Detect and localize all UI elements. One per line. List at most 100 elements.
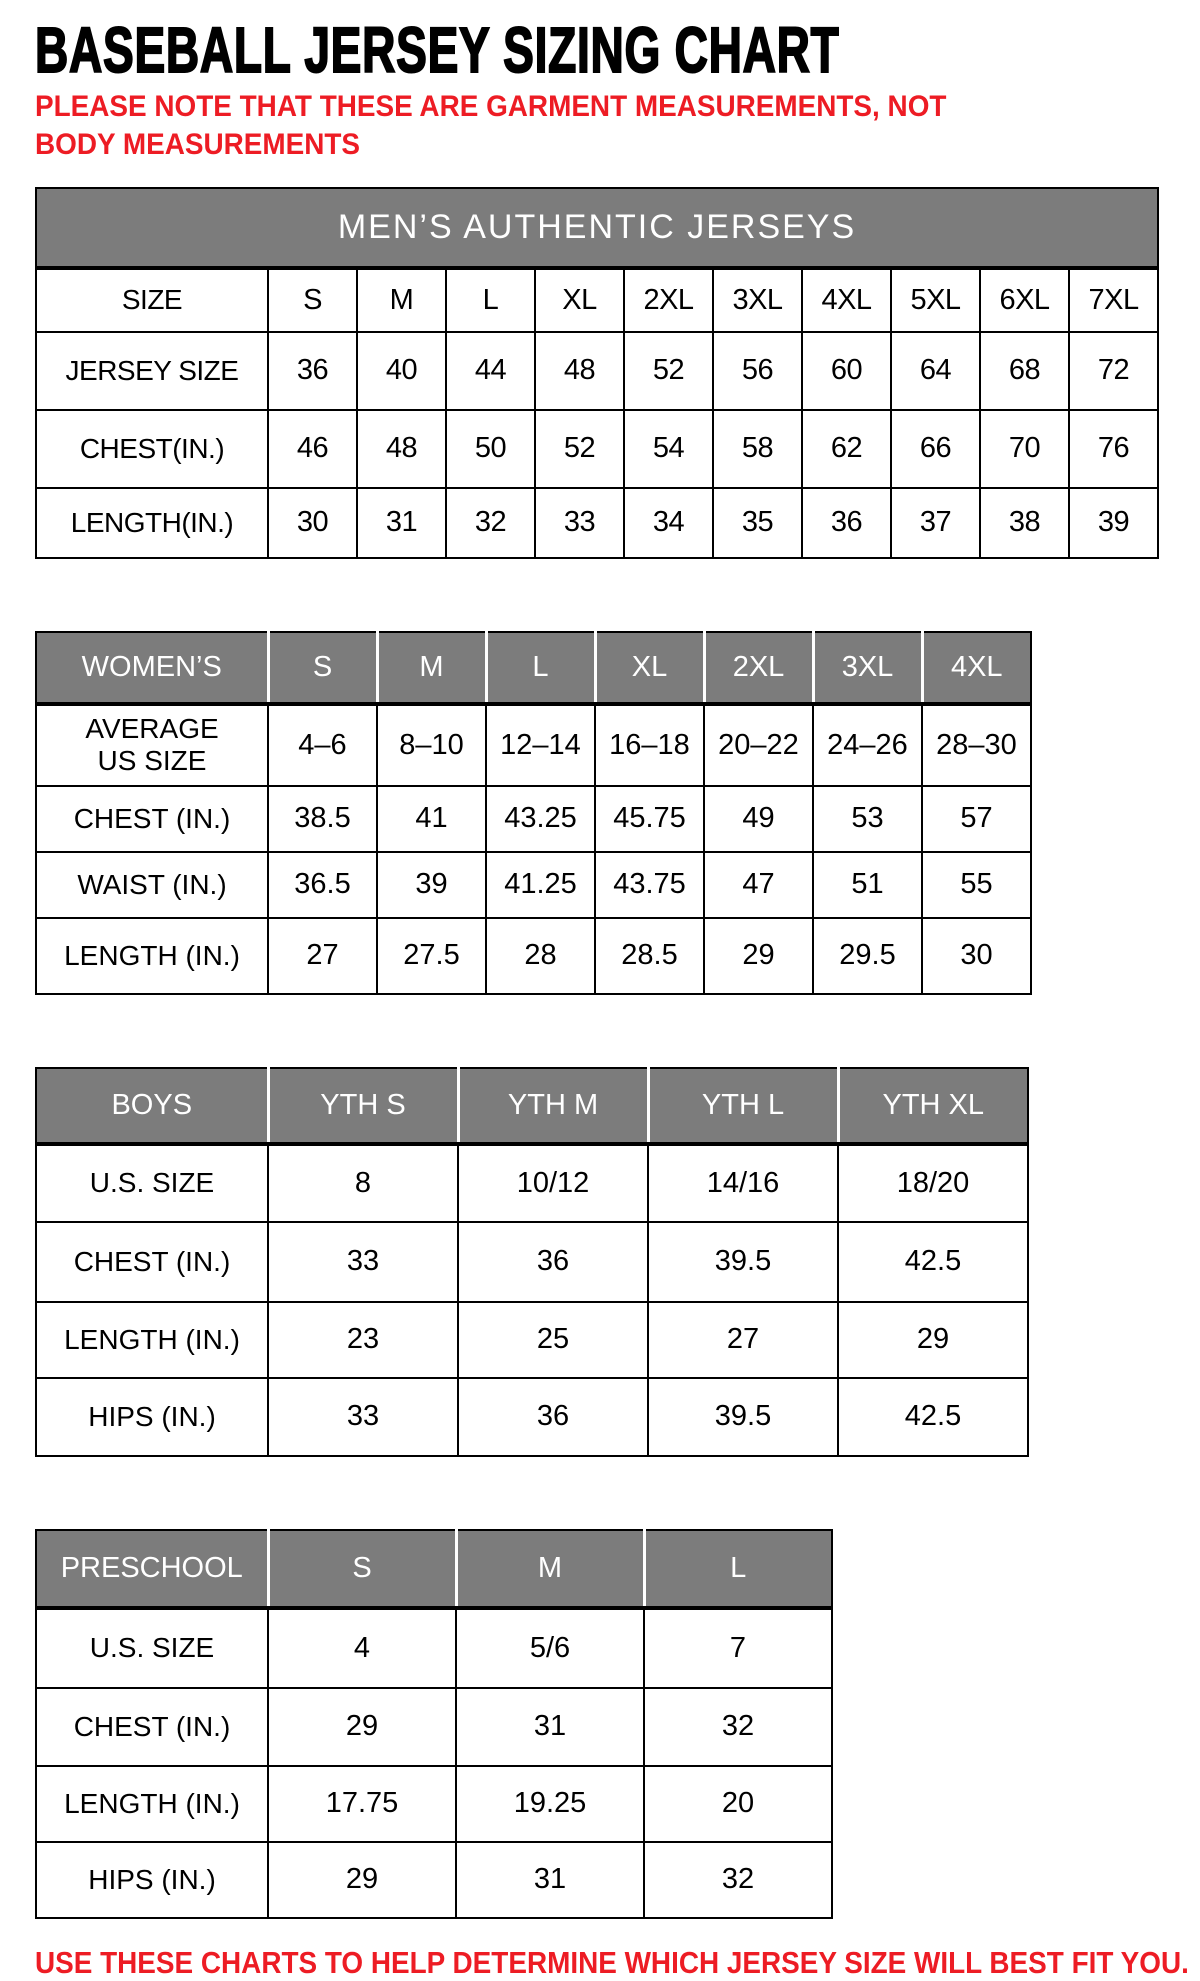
table-cell: 28 [485,916,596,995]
table-cell: 37 [890,486,981,559]
table-cell: 39.5 [647,1220,839,1303]
row-label: CHEST (IN.) [35,1220,269,1303]
table-cell: 29.5 [812,916,923,995]
row-label: CHEST (IN.) [35,1686,269,1767]
column-header: YTH XL [836,1066,1029,1146]
table-cell: 29 [703,916,814,995]
table-cell: 27.5 [376,916,487,995]
table-row: HIPS (IN.) 29 31 32 [35,1840,833,1919]
table-cell: 40 [356,330,447,411]
table-cell: 42.5 [837,1220,1029,1303]
table-cell: 16–18 [594,702,705,787]
column-header: YTH M [456,1066,650,1146]
table-cell: 43.75 [594,850,705,919]
table-cell: 39.5 [647,1376,839,1457]
table-cell: 57 [921,784,1032,853]
table-header-row: BOYS YTH S YTH M YTH L YTH XL [35,1066,1029,1146]
column-header: 7XL [1067,266,1160,333]
page-title: BASEBALL JERSEY SIZING CHART [34,17,1200,83]
column-header: S [267,266,358,333]
column-header: 4XL [920,630,1032,706]
table-cell: 48 [356,408,447,489]
table-cell: 17.75 [267,1764,457,1843]
column-header: M [454,1528,646,1610]
table-cell: 66 [890,408,981,489]
table-cell: 14/16 [647,1142,839,1223]
table-cell: 7 [643,1606,833,1689]
table-row: U.S. SIZE 8 10/12 14/16 18/20 [35,1142,1029,1223]
table-cell: 55 [921,850,1032,919]
row-label: U.S. SIZE [35,1606,269,1689]
table-cell: 32 [445,486,536,559]
table-cell: 31 [356,486,447,559]
row-label: CHEST(IN.) [35,408,269,489]
table-cell: 36 [801,486,892,559]
table-cell: 70 [979,408,1070,489]
table-cell: 18/20 [837,1142,1029,1223]
table-cell: 39 [1067,486,1160,559]
table-title: BOYS [35,1066,270,1146]
table-cell: 68 [979,330,1070,411]
table-cell: 42.5 [837,1376,1029,1457]
table-cell: 8–10 [376,702,487,787]
table-cell: 60 [801,330,892,411]
table-row: CHEST (IN.) 38.5 41 43.25 45.75 49 53 57 [35,784,1032,853]
table-row: LENGTH (IN.) 23 25 27 29 [35,1300,1029,1379]
table-cell: 20–22 [703,702,814,787]
table-cell: 4–6 [267,702,378,787]
column-header: M [375,630,488,706]
table-cell: 76 [1067,408,1160,489]
table-cell: 33 [534,486,625,559]
garment-note-text: PLEASE NOTE THAT THESE ARE GARMENT MEASU… [35,90,947,162]
table-cell: 10/12 [457,1142,649,1223]
preschool-sizing-table: PRESCHOOL S M L U.S. SIZE 4 5/6 7 CHEST … [35,1528,833,1919]
table-cell: 29 [837,1300,1029,1379]
table-cell: 4 [267,1606,457,1689]
table-cell: 33 [267,1376,459,1457]
table-cell: 36 [267,330,358,411]
table-cell: 72 [1067,330,1160,411]
table-cell: 20 [643,1764,833,1843]
table-cell: 36.5 [267,850,378,919]
table-row: CHEST(IN.) 46 48 50 52 54 58 62 66 70 76 [35,408,1160,489]
column-header: S [266,1528,458,1610]
column-header: 6XL [979,266,1070,333]
table-cell: 25 [457,1300,649,1379]
table-cell: 52 [534,408,625,489]
row-label: LENGTH (IN.) [35,1300,269,1379]
row-label: AVERAGE US SIZE [35,702,269,787]
table-cell: 50 [445,408,536,489]
table-cell: 36 [457,1376,649,1457]
table-row: HIPS (IN.) 33 36 39.5 42.5 [35,1376,1029,1457]
column-header: YTH S [266,1066,460,1146]
table-cell: 43.25 [485,784,596,853]
table-row: LENGTH(IN.) 30 31 32 33 34 35 36 37 38 3… [35,486,1160,559]
table-cell: 29 [267,1840,457,1919]
table-cell: 28–30 [921,702,1032,787]
table-cell: 52 [623,330,714,411]
table-cell: 56 [712,330,803,411]
table-title: WOMEN’S [35,630,270,706]
table-row: SIZE S M L XL 2XL 3XL 4XL 5XL 6XL 7XL [35,266,1160,333]
table-cell: 19.25 [455,1764,645,1843]
column-header: M [356,266,447,333]
row-label: WAIST (IN.) [35,850,269,919]
table-cell: 51 [812,850,923,919]
table-cell: 38 [979,486,1070,559]
garment-note: PLEASE NOTE THAT THESE ARE GARMENT MEASU… [35,88,1080,165]
row-label: HIPS (IN.) [35,1376,269,1457]
mens-table-title: MEN’S AUTHENTIC JERSEYS [34,186,1160,270]
table-row: AVERAGE US SIZE 4–6 8–10 12–14 16–18 20–… [35,702,1032,787]
column-header: 3XL [712,266,803,333]
row-label: LENGTH (IN.) [35,916,269,995]
table-cell: 35 [712,486,803,559]
table-cell: 32 [643,1840,833,1919]
column-header: XL [534,266,625,333]
row-label: SIZE [35,266,269,333]
table-row: JERSEY SIZE 36 40 44 48 52 56 60 64 68 7… [35,330,1160,411]
column-header: 3XL [811,630,924,706]
table-cell: 27 [267,916,378,995]
table-cell: 58 [712,408,803,489]
table-cell: 54 [623,408,714,489]
